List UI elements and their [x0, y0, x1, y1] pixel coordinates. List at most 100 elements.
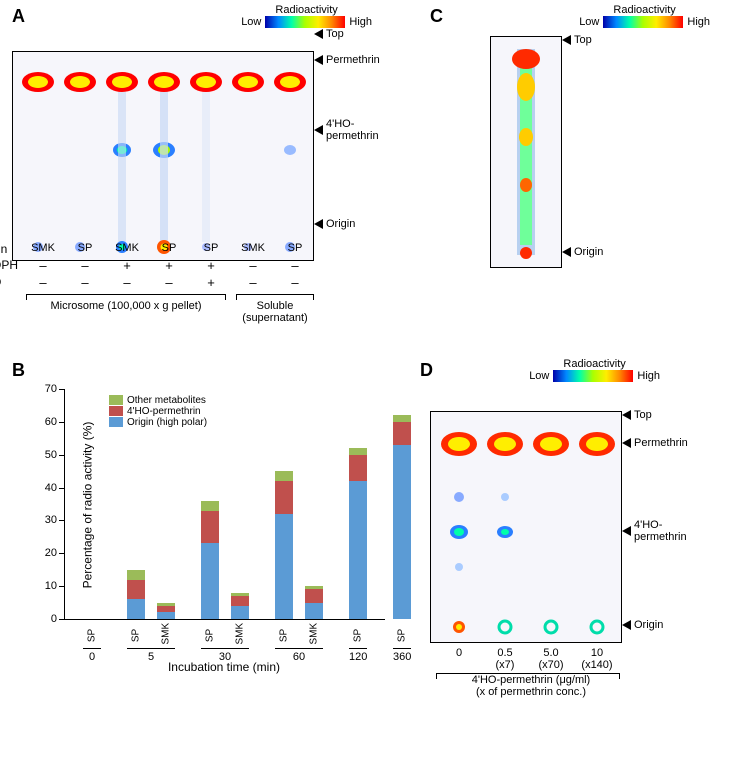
bar-stack [305, 586, 323, 619]
tlc-label-top: Top [326, 28, 344, 40]
lane-nadph: – [64, 258, 106, 273]
arrow-icon [562, 247, 571, 257]
bar-chart: 010203040506070SPSPSMKSPSMKSPSMKSPSP0530… [64, 389, 385, 620]
radioactivity-title: Radioactivity [579, 4, 710, 16]
tlc-label-origin: Origin [634, 619, 663, 631]
ytick-label: 50 [37, 449, 57, 461]
radioactivity-title: Radioactivity [529, 358, 660, 370]
bar-stack [275, 471, 293, 619]
d-conc: 10 [591, 647, 603, 659]
bar-segment-origin [305, 603, 323, 619]
label-pbo: PBO [0, 275, 22, 290]
tlc-label-origin: Origin [326, 218, 355, 230]
bar-strain-label: SP [353, 627, 364, 645]
radioactivity-high: High [349, 16, 372, 28]
d-conc: 0.5 [497, 647, 512, 659]
tlc-plate-c [490, 36, 562, 268]
arrow-icon [622, 410, 631, 420]
bar-segment-hop [393, 422, 411, 445]
panel-b: B 010203040506070SPSPSMKSPSMKSPSMKSPSP05… [12, 360, 412, 620]
ytick-label: 40 [37, 482, 57, 494]
arrow-icon [622, 526, 631, 536]
gradient-bar [603, 16, 683, 28]
panel-a-conditions: Strain SMK SP SMK SP SP SMK SP NADPH – –… [0, 242, 336, 324]
bar-segment-other [127, 570, 145, 580]
radioactivity-low: Low [579, 16, 599, 28]
lane-strain: SP [148, 242, 190, 256]
bar-strain-label: SMK [309, 627, 320, 645]
tlc-label-top: Top [574, 34, 592, 46]
tlc-label-top: Top [634, 409, 652, 421]
bar-segment-hop [349, 455, 367, 481]
bar-segment-origin [231, 606, 249, 619]
tlc-label-hop: 4'HO- permethrin [326, 118, 379, 142]
lane-pbo: – [64, 275, 106, 290]
ytick-label: 10 [37, 580, 57, 592]
bar-strain-label: SP [131, 627, 142, 645]
lane-strain: SMK [232, 242, 274, 256]
legend-swatch [109, 395, 123, 405]
lane-pbo: + [190, 275, 232, 290]
ytick-label: 70 [37, 383, 57, 395]
fraction-microsome: Microsome (100,000 x g pellet) [26, 300, 226, 312]
d-mult: (x70) [538, 659, 563, 671]
tlc-image-a [13, 52, 313, 260]
arrow-icon [314, 55, 323, 65]
lane-nadph: + [106, 258, 148, 273]
radioactivity-high: High [637, 370, 660, 382]
legend-swatch [109, 406, 123, 416]
bar-segment-other [201, 501, 219, 511]
bar-segment-origin [201, 543, 219, 619]
d-mult: (x7) [496, 659, 515, 671]
d-conc: 5.0 [543, 647, 558, 659]
bar-stack [157, 603, 175, 619]
y-axis-title: Percentage of radio activity (%) [80, 421, 94, 588]
bar-segment-hop [231, 596, 249, 606]
lane-strain: SMK [106, 242, 148, 256]
ytick-label: 20 [37, 547, 57, 559]
lane-pbo: – [22, 275, 64, 290]
arrow-icon [622, 438, 631, 448]
bar-strain-label: SP [205, 627, 216, 645]
radioactivity-legend-a: Radioactivity Low High [241, 4, 372, 28]
lane-nadph: – [232, 258, 274, 273]
lane-nadph: – [22, 258, 64, 273]
radioactivity-low: Low [241, 16, 261, 28]
panel-a: A Radioactivity Low High [12, 6, 432, 261]
tlc-label-permethrin: Permethrin [326, 54, 380, 66]
radioactivity-low: Low [529, 370, 549, 382]
tlc-plate-a [12, 51, 314, 261]
panel-c: C Radioactivity Low High Top Origin [430, 6, 720, 27]
bar-segment-origin [157, 612, 175, 619]
bar-stack [393, 415, 411, 619]
lane-nadph: + [190, 258, 232, 273]
fraction-soluble: Soluble (supernatant) [236, 300, 314, 324]
panel-b-label: B [12, 360, 412, 381]
d-conc: 0 [456, 647, 462, 659]
bar-strain-label: SP [87, 627, 98, 645]
ytick-label: 0 [37, 613, 57, 625]
bar-stack [231, 593, 249, 619]
lane-pbo: – [148, 275, 190, 290]
bar-segment-hop [127, 580, 145, 600]
panel-d-x-title: 4'HO-permethrin (μg/ml) (x of permethrin… [436, 674, 626, 698]
ytick-label: 30 [37, 514, 57, 526]
tlc-image-c [491, 37, 561, 267]
bar-strain-label: SP [397, 627, 408, 645]
label-nadph: NADPH [0, 258, 22, 273]
lane-strain: SP [64, 242, 106, 256]
lane-pbo: – [274, 275, 316, 290]
bar-strain-label: SMK [161, 627, 172, 645]
tlc-image-d [431, 412, 621, 642]
lane-nadph: – [274, 258, 316, 273]
tlc-label-permethrin: Permethrin [634, 437, 688, 449]
tlc-label-origin: Origin [574, 246, 603, 258]
tlc-plate-d [430, 411, 622, 643]
bar-segment-hop [305, 589, 323, 602]
gradient-bar [553, 370, 633, 382]
bar-segment-hop [201, 511, 219, 544]
arrow-icon [562, 35, 571, 45]
bar-segment-origin [349, 481, 367, 619]
arrow-icon [622, 620, 631, 630]
bar-segment-other [275, 471, 293, 481]
